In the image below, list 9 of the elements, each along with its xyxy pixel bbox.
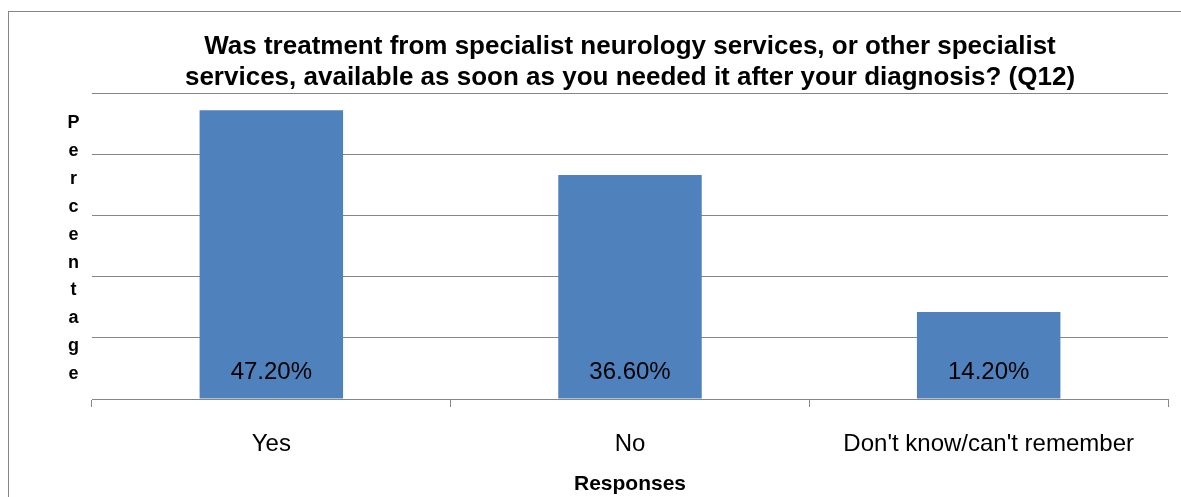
x-tick-label: Yes — [251, 429, 291, 457]
x-tick-label: No — [614, 429, 646, 457]
chart-title: Was treatment from specialist neurology services, or other specialist services, available as soon as you needed it after your diagnosis? (Q12) — [184, 29, 1076, 91]
data-label: 14.20% — [947, 357, 1030, 385]
data-label: 36.60% — [589, 357, 671, 385]
text: Percentage — [67, 112, 80, 384]
x-axis-title: Responses — [573, 471, 687, 495]
x-tick-label: Don't know/can't remember — [843, 429, 1134, 457]
data-label: 47.20% — [230, 357, 313, 385]
